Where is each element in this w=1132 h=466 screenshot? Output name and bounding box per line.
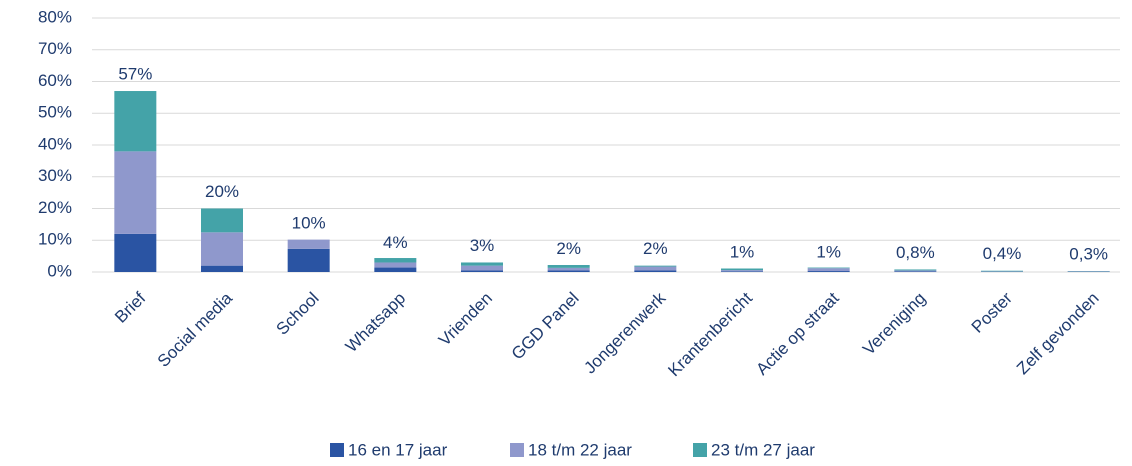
x-tick-label: Actie op straat (752, 288, 842, 378)
y-tick-label: 30% (38, 166, 72, 185)
y-tick-label: 20% (38, 198, 72, 217)
bar-segment (461, 270, 503, 272)
bar-segment (461, 265, 503, 271)
bar-segment (894, 270, 937, 272)
total-label: 20% (205, 182, 239, 201)
bar-segment (807, 271, 850, 272)
bar-segment (721, 271, 763, 272)
bar-segment (287, 248, 330, 272)
y-tick-label: 0% (47, 261, 72, 280)
x-tick-label: Social media (154, 288, 237, 371)
total-label: 0,4% (983, 244, 1022, 263)
total-label: 3% (470, 236, 495, 255)
bar-segment (547, 265, 590, 268)
x-tick-label: Krantenbericht (664, 288, 756, 380)
bar-segment (807, 268, 850, 272)
legend-label: 23 t/m 27 jaar (711, 440, 815, 459)
x-tick-label: Zelf gevonden (1013, 289, 1103, 379)
bar-segment (894, 269, 937, 271)
bar-segment (201, 232, 243, 266)
bar-segment (981, 270, 1023, 272)
x-tick-label: Vrienden (435, 289, 496, 350)
y-tick-label: 40% (38, 134, 72, 153)
bar-segment (114, 91, 157, 152)
x-tick-label: GGD Panel (508, 289, 583, 364)
total-label: 0,8% (896, 243, 935, 262)
bar-segment (894, 271, 937, 272)
y-tick-label: 70% (38, 39, 72, 58)
bar-segment (634, 266, 677, 271)
total-label: 10% (292, 214, 326, 233)
bar-segment (721, 268, 763, 271)
y-tick-label: 80% (38, 7, 72, 26)
total-label: 1% (816, 242, 841, 261)
bar-segment (374, 267, 417, 272)
legend-swatch (693, 443, 707, 457)
legend-label: 18 t/m 22 jaar (528, 440, 632, 459)
bar-segment (287, 239, 330, 249)
bar-segment (201, 208, 243, 233)
total-label: 57% (118, 65, 152, 84)
bar-segment (721, 270, 763, 272)
bar-segment (634, 265, 677, 267)
bar-segment (374, 258, 417, 263)
bar-segment (461, 262, 503, 266)
bar-segment (547, 270, 590, 272)
x-tick-label: Whatsapp (342, 289, 410, 357)
y-tick-label: 50% (38, 103, 72, 122)
x-tick-label: Jongerenwerk (580, 288, 669, 377)
y-tick-label: 60% (38, 71, 72, 90)
legend-swatch (330, 443, 344, 457)
bar-segment (201, 265, 243, 272)
bar-segment (634, 270, 677, 272)
bar-segment (807, 267, 850, 269)
y-tick-label: 10% (38, 230, 72, 249)
total-label: 2% (556, 239, 581, 258)
bar-segment (114, 151, 157, 234)
x-tick-label: Vereniging (859, 289, 929, 359)
total-label: 4% (383, 233, 408, 252)
total-label: 0,3% (1069, 245, 1108, 264)
x-tick-label: School (272, 289, 322, 339)
x-tick-label: Brief (111, 288, 149, 326)
bar-segment (374, 262, 417, 268)
legend-label: 16 en 17 jaar (348, 440, 448, 459)
bar-segment (547, 267, 590, 271)
total-label: 2% (643, 239, 668, 258)
total-label: 1% (730, 242, 755, 261)
x-tick-label: Poster (968, 288, 1016, 336)
legend-swatch (510, 443, 524, 457)
bar-segment (114, 233, 157, 272)
